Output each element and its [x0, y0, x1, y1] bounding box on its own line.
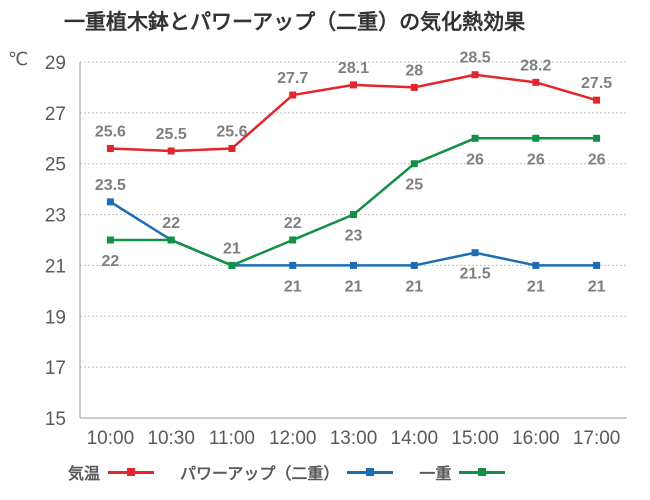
- data-label: 23: [345, 228, 363, 245]
- legend-marker: [366, 467, 375, 476]
- data-point: [289, 236, 297, 244]
- data-point: [410, 83, 418, 91]
- data-label: 21: [223, 240, 241, 257]
- y-axis-unit-label: ℃: [8, 49, 29, 70]
- series-3: 22 22 21 22 23 25 26 26 26: [101, 134, 606, 270]
- legend-line-swatch: [459, 467, 506, 476]
- data-point: [593, 261, 601, 269]
- data-point: [350, 261, 357, 269]
- data-point: [532, 134, 540, 142]
- x-tick-label: 10:30: [147, 428, 195, 449]
- y-tick-label: 29: [45, 53, 66, 74]
- legend-label: パワーアップ（二重）: [180, 464, 340, 483]
- legend-item: 気温: [68, 460, 155, 484]
- data-point: [471, 249, 479, 257]
- data-point: [106, 198, 114, 206]
- legend-label: 一重: [419, 464, 452, 483]
- data-label: 28.2: [520, 57, 551, 74]
- y-tick-label: 17: [45, 358, 66, 379]
- data-label: 23.5: [95, 177, 126, 194]
- series-line: [110, 137, 597, 267]
- data-label: 25.6: [95, 123, 126, 140]
- data-label: 21: [588, 278, 606, 295]
- chart-title: 一重植木鉢とパワーアップ（二重）の気化熱効果: [64, 10, 526, 34]
- y-tick-label: 21: [45, 256, 66, 277]
- y-tick-label: 15: [45, 409, 66, 430]
- data-point: [228, 144, 236, 152]
- x-tick-label: 10:00: [87, 428, 135, 449]
- data-label: 28: [405, 62, 423, 79]
- y-tick-label: 23: [45, 206, 66, 227]
- data-label: 21: [527, 278, 545, 295]
- data-point: [350, 81, 357, 89]
- data-point: [289, 91, 297, 99]
- data-label: 25.5: [156, 126, 187, 143]
- data-label: 27.7: [277, 70, 308, 87]
- legend-line-swatch: [108, 467, 155, 476]
- data-point: [471, 71, 479, 79]
- series-1: 25.6 25.5 25.6 27.7 28.1 28 28.5 28.2 27.5: [95, 50, 612, 155]
- data-label: 25: [405, 177, 423, 194]
- data-point: [532, 78, 540, 86]
- data-point: [167, 147, 175, 155]
- data-point: [410, 160, 418, 168]
- legend-marker: [127, 467, 136, 476]
- legend-item: 一重: [419, 460, 506, 484]
- y-tick-label: 19: [45, 307, 66, 328]
- legend-marker: [478, 467, 487, 476]
- x-tick-label: 13:00: [330, 428, 378, 449]
- y-tick-label: 27: [45, 104, 66, 125]
- data-point: [106, 236, 114, 244]
- data-point: [593, 96, 601, 104]
- data-point: [167, 236, 175, 244]
- data-label: 21: [345, 278, 363, 295]
- data-label: 21.5: [459, 266, 490, 283]
- data-label: 27.5: [581, 75, 612, 92]
- legend-line-swatch: [347, 467, 394, 476]
- data-label: 28.1: [338, 60, 369, 77]
- x-tick-label: 12:00: [269, 428, 317, 449]
- x-tick-label: 16:00: [512, 428, 560, 449]
- data-label: 26: [466, 151, 484, 168]
- data-label: 21: [405, 278, 423, 295]
- data-point: [593, 134, 601, 142]
- x-tick-label: 15:00: [451, 428, 499, 449]
- legend-item: パワーアップ（二重）: [180, 460, 394, 484]
- data-point: [532, 261, 540, 269]
- data-label: 22: [101, 253, 119, 270]
- data-label: 21: [284, 278, 302, 295]
- data-point: [471, 134, 479, 142]
- data-point: [106, 144, 114, 152]
- x-tick-label: 11:00: [209, 428, 255, 449]
- data-point: [350, 211, 357, 219]
- data-label: 22: [284, 215, 302, 232]
- data-point: [289, 261, 297, 269]
- x-tick-label: 14:00: [391, 428, 439, 449]
- chart-legend: 気温 パワーアップ（二重） 一重: [68, 460, 531, 484]
- x-tick-label: 17:00: [573, 428, 621, 449]
- data-label: 22: [162, 215, 180, 232]
- data-label: 28.5: [459, 50, 490, 67]
- y-tick-label: 25: [45, 155, 66, 176]
- data-label: 25.6: [216, 123, 247, 140]
- data-point: [410, 261, 418, 269]
- legend-label: 気温: [68, 464, 101, 483]
- data-point: [228, 261, 236, 269]
- data-label: 26: [527, 151, 545, 168]
- data-label: 26: [588, 151, 606, 168]
